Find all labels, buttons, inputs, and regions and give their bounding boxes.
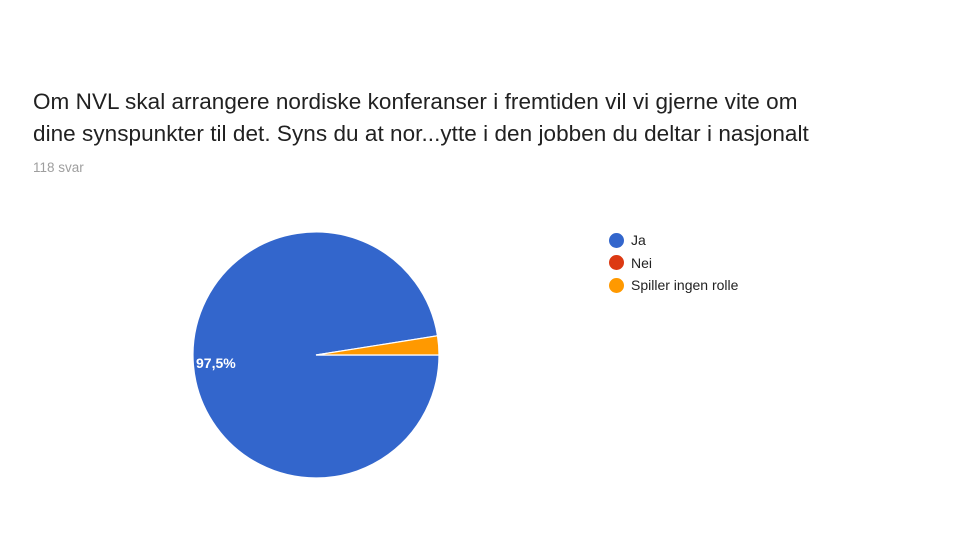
- legend-item-nei[interactable]: Nei: [609, 253, 738, 273]
- question-title-line-1: Om NVL skal arrangere nordiske konferans…: [33, 89, 798, 114]
- slice-label-ja: 97,5%: [196, 355, 236, 371]
- legend-item-ja[interactable]: Ja: [609, 230, 738, 250]
- response-count: 118 svar: [33, 160, 84, 175]
- legend-dot-icon: [609, 255, 624, 270]
- pie-slice-spiller-ingen-rolle[interactable]: [315, 335, 440, 356]
- legend-label: Nei: [631, 254, 653, 271]
- legend-label: Spiller ingen rolle: [631, 277, 739, 293]
- legend-dot-icon: [609, 232, 624, 248]
- legend-label: Ja: [631, 232, 646, 248]
- pie-slices: [192, 231, 440, 479]
- question-title: Om NVL skal arrangere nordiske konferans…: [33, 86, 943, 150]
- question-title-line-2: dine synspunkter til det. Syns du at nor…: [33, 121, 809, 146]
- legend-dot-icon: [609, 277, 624, 293]
- legend-item-spiller-ingen-rolle[interactable]: Spiller ingen rolle: [609, 275, 738, 295]
- chart-legend: Ja Nei Spiller ingen rolle: [609, 230, 738, 298]
